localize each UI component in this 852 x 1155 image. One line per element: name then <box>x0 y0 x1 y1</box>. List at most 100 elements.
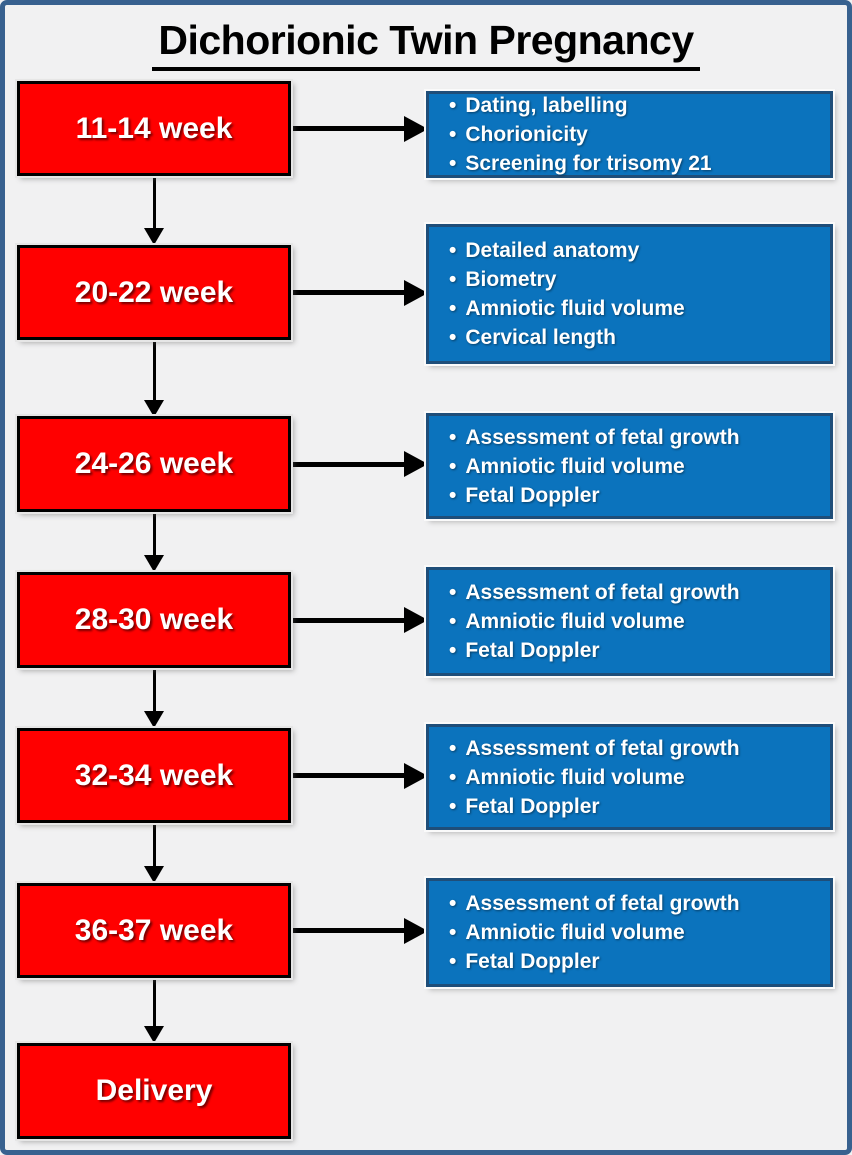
title-wrap: Dichorionic Twin Pregnancy <box>0 17 852 71</box>
bullet-item: • Fetal Doppler <box>449 636 830 665</box>
bullet-item: • Chorionicity <box>449 120 830 149</box>
bullet-icon: • <box>449 765 457 789</box>
detail-box-1: • Dating, labelling • Chorionicity • Screen… <box>426 91 833 178</box>
arrow-right-head-2 <box>404 280 428 306</box>
bullet-item: • Amniotic fluid volume <box>449 763 830 792</box>
bullet-text: Fetal Doppler <box>465 794 600 818</box>
bullet-icon: • <box>449 892 457 915</box>
bullet-icon: • <box>449 326 457 349</box>
bullet-icon: • <box>449 239 457 262</box>
stage-label: 28-30 week <box>74 603 234 636</box>
bullet-icon: • <box>449 639 457 662</box>
bullet-icon: • <box>449 921 457 944</box>
bullet-text: Fetal Doppler <box>465 950 600 973</box>
bullet-icon: • <box>449 581 457 604</box>
arrow-down-line-2 <box>153 339 156 401</box>
bullet-item: • Biometry <box>449 265 830 294</box>
bullet-text: Amniotic fluid volume <box>465 610 685 633</box>
bullet-text: Biometry <box>465 268 557 291</box>
bullet-item: • Dating, labelling <box>449 91 830 120</box>
bullet-item: • Screening for trisomy 21 <box>449 149 830 178</box>
bullet-text: Amniotic fluid volume <box>465 454 685 478</box>
bullet-item: • Amniotic fluid volume <box>449 294 830 323</box>
bullet-item: • Fetal Doppler <box>449 792 830 821</box>
bullet-icon: • <box>449 950 457 973</box>
arrow-down-head-6 <box>144 1026 164 1043</box>
bullet-icon: • <box>449 268 457 291</box>
detail-box-6: • Assessment of fetal growth • Amniotic fl… <box>426 878 833 987</box>
bullet-item: • Assessment of fetal growth <box>449 889 830 918</box>
bullet-item: • Assessment of fetal growth <box>449 423 830 452</box>
arrow-right-line-3 <box>291 462 405 467</box>
arrow-down-head-1 <box>144 228 164 245</box>
bullet-icon: • <box>449 123 457 146</box>
stage-box-11-14-week: 11-14 week <box>17 81 291 176</box>
stage-label: Delivery <box>95 1074 213 1107</box>
detail-box-3: • Assessment of fetal growth • Amniotic fl… <box>426 413 833 519</box>
bullet-icon: • <box>449 94 457 117</box>
bullet-text: Amniotic fluid volume <box>465 297 685 320</box>
stage-box-32-34-week: 32-34 week <box>17 728 291 823</box>
stage-label: 24-26 week <box>74 447 234 480</box>
detail-box-5: • Assessment of fetal growth • Amniotic fl… <box>426 724 833 830</box>
arrow-down-head-3 <box>144 555 164 572</box>
arrow-right-head-4 <box>404 607 428 633</box>
bullet-item: • Amniotic fluid volume <box>449 452 830 481</box>
arrow-down-head-4 <box>144 711 164 728</box>
arrow-right-head-3 <box>404 451 428 477</box>
arrow-down-line-6 <box>153 977 156 1027</box>
bullet-item: • Fetal Doppler <box>449 481 830 510</box>
stage-label: 11-14 week <box>75 111 233 145</box>
bullet-text: Fetal Doppler <box>465 483 600 507</box>
bullet-text: Assessment of fetal growth <box>465 581 740 604</box>
bullet-text: Chorionicity <box>465 123 588 146</box>
detail-box-4: • Assessment of fetal growth • Amniotic fl… <box>426 567 833 676</box>
bullet-icon: • <box>449 152 457 175</box>
bullet-item: • Amniotic fluid volume <box>449 607 830 636</box>
stage-box-36-37-week: 36-37 week <box>17 883 291 978</box>
bullet-item: • Assessment of fetal growth <box>449 578 830 607</box>
arrow-down-line-3 <box>153 511 156 556</box>
bullet-text: Assessment of fetal growth <box>465 892 740 915</box>
arrow-right-line-5 <box>291 773 405 778</box>
bullet-text: Assessment of fetal growth <box>465 736 740 760</box>
bullet-text: Amniotic fluid volume <box>465 921 685 944</box>
arrow-right-line-6 <box>291 928 405 933</box>
stage-box-24-26-week: 24-26 week <box>17 416 291 512</box>
bullet-item: • Detailed anatomy <box>449 236 830 265</box>
bullet-icon: • <box>449 454 457 478</box>
stage-box-delivery: Delivery <box>17 1043 291 1139</box>
bullet-icon: • <box>449 736 457 760</box>
arrow-right-head-1 <box>404 116 428 142</box>
bullet-text: Cervical length <box>465 326 616 349</box>
bullet-icon: • <box>449 610 457 633</box>
bullet-text: Detailed anatomy <box>465 239 640 262</box>
arrow-right-line-2 <box>291 290 405 295</box>
arrow-down-line-4 <box>153 667 156 712</box>
arrow-right-line-1 <box>291 126 405 131</box>
arrow-down-line-1 <box>153 175 156 229</box>
bullet-item: • Assessment of fetal growth <box>449 734 830 763</box>
arrow-down-head-5 <box>144 866 164 883</box>
stage-box-20-22-week: 20-22 week <box>17 245 291 340</box>
stage-label: 36-37 week <box>74 913 234 947</box>
arrow-right-head-6 <box>404 918 428 944</box>
bullet-text: Fetal Doppler <box>465 639 600 662</box>
arrow-right-line-4 <box>291 618 405 623</box>
bullet-icon: • <box>449 425 457 449</box>
bullet-text: Assessment of fetal growth <box>465 425 740 449</box>
bullet-item: • Fetal Doppler <box>449 947 830 976</box>
stage-label: 20-22 week <box>74 275 234 309</box>
bullet-item: • Amniotic fluid volume <box>449 918 830 947</box>
bullet-icon: • <box>449 297 457 320</box>
stage-label: 32-34 week <box>74 758 234 792</box>
bullet-item: • Cervical length <box>449 323 830 352</box>
page-title: Dichorionic Twin Pregnancy <box>152 17 700 71</box>
arrow-right-head-5 <box>404 763 428 789</box>
bullet-icon: • <box>449 794 457 818</box>
stage-box-28-30-week: 28-30 week <box>17 572 291 668</box>
detail-box-2: • Detailed anatomy • Biometry • Amniotic fl… <box>426 224 833 364</box>
arrow-down-line-5 <box>153 822 156 867</box>
bullet-text: Screening for trisomy 21 <box>465 152 712 175</box>
